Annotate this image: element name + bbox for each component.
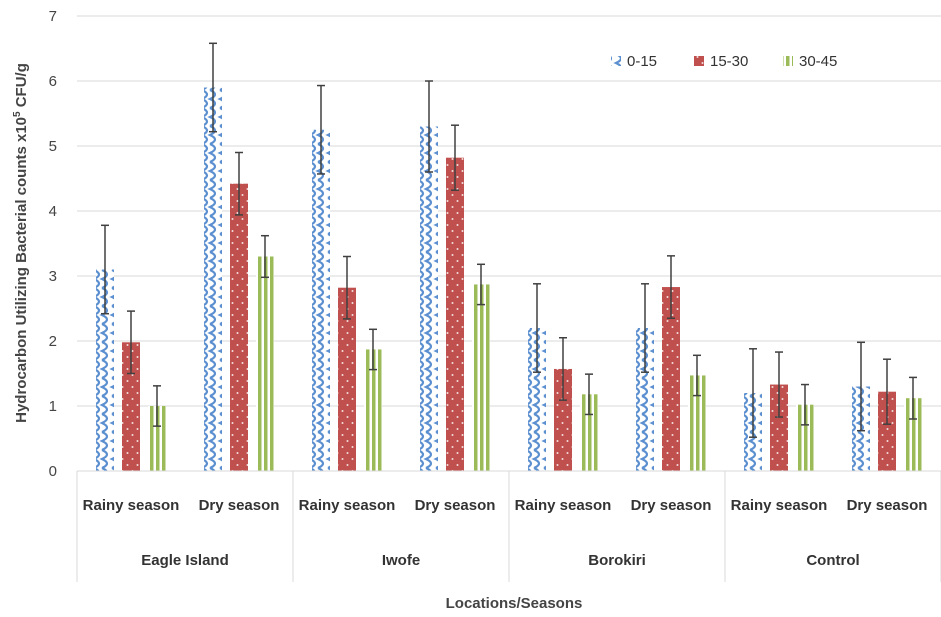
legend-label-15-30: 15-30 [710,53,748,70]
y-tick-label: 3 [49,268,57,285]
bar-15-30 [122,342,140,471]
bar-15-30 [662,287,680,471]
y-axis-title-exponent: 5 [12,111,23,117]
bar-15-30 [338,287,356,471]
legend-label-0-15: 0-15 [627,53,657,70]
axes [76,470,941,582]
y-axis-title: Hydrocarbon Utilizing Bacterial counts x… [12,63,30,423]
bar-30-45 [364,349,382,471]
legend: 0-15 15-30 30-45 [611,53,837,70]
bar-30-45 [472,284,490,471]
bar-30-45 [904,398,922,471]
bar-15-30 [554,368,572,471]
x-category-label: Dry season [631,497,712,514]
y-tick-label: 5 [49,138,57,155]
y-tick-labels: 0 1 2 3 4 5 6 7 [49,8,57,480]
bar-15-30 [446,157,464,471]
x-axis-title: Locations/Seasons [446,595,583,612]
bar-30-45 [580,394,598,471]
bar-30-45 [796,404,814,471]
error-bars [101,42,917,438]
y-tick-label: 2 [49,333,57,350]
bar-30-45 [688,375,706,471]
y-tick-label: 7 [49,8,57,25]
bar-0-15 [96,269,114,471]
x-category-label: Rainy season [299,497,396,514]
bar-30-45 [148,406,166,471]
bar-0-15 [528,328,546,471]
x-group-label: Iwofe [382,552,420,569]
x-category-label: Dry season [415,497,496,514]
bars [96,87,922,471]
legend-swatch-30-45 [783,56,793,66]
x-group-label: Eagle Island [141,552,229,569]
legend-swatch-0-15 [611,56,621,66]
x-category-label: Rainy season [731,497,828,514]
bar-15-30 [770,384,788,471]
bar-0-15 [204,87,222,471]
bar-15-30 [878,391,896,471]
y-tick-label: 6 [49,73,57,90]
x-category-label: Rainy season [515,497,612,514]
y-tick-label: 0 [49,463,57,480]
bar-15-30 [230,183,248,471]
y-tick-label: 1 [49,398,57,415]
y-tick-label: 4 [49,203,57,220]
bar-0-15 [636,328,654,471]
legend-label-30-45: 30-45 [799,53,837,70]
x-group-label: Borokiri [588,552,646,569]
legend-swatch-15-30 [694,56,704,66]
x-category-label: Dry season [199,497,280,514]
x-category-label: Dry season [847,497,928,514]
x-category-labels: Rainy season Dry season Rainy season Dry se… [83,497,928,514]
bar-0-15 [312,129,330,471]
bar-30-45 [256,256,274,471]
bar-0-15 [420,126,438,471]
x-category-label: Rainy season [83,497,180,514]
x-group-label: Control [806,552,859,569]
x-group-labels: Eagle Island Iwofe Borokiri Control [141,552,859,569]
